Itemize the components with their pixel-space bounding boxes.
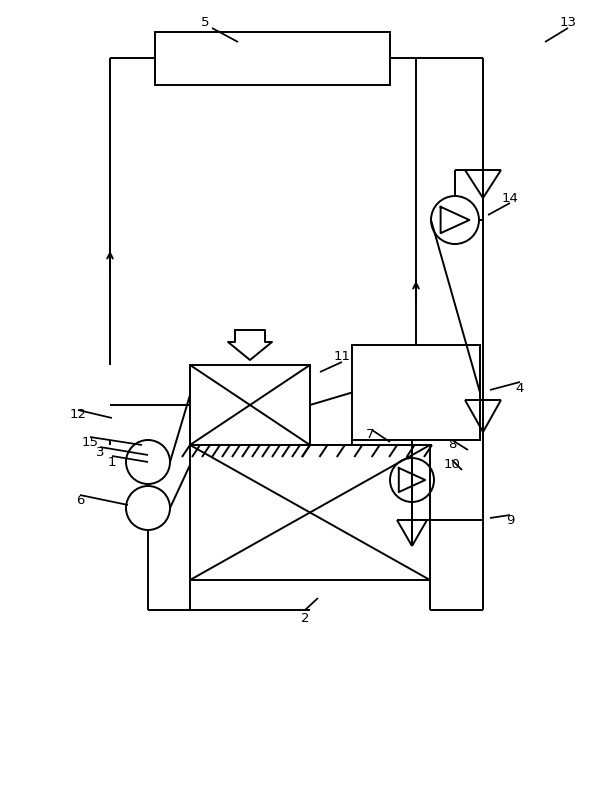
Text: 1: 1 [108,456,116,468]
Text: 11: 11 [333,349,350,363]
Text: 14: 14 [502,191,519,205]
Bar [190,445,430,580]
Text: 4: 4 [516,381,524,395]
Text: 9: 9 [506,514,514,526]
Text: 2: 2 [301,611,309,625]
Bar [190,365,310,445]
Text: 13: 13 [559,16,576,29]
Text: 6: 6 [76,494,84,507]
Text: 12: 12 [70,408,87,422]
Text: 5: 5 [201,16,209,29]
Text: 8: 8 [448,438,456,452]
Text: 10: 10 [444,458,460,472]
Text: 7: 7 [366,429,374,441]
Bar [352,345,480,440]
Bar [155,32,390,85]
Text: 15: 15 [81,435,99,449]
Text: 3: 3 [96,445,104,458]
